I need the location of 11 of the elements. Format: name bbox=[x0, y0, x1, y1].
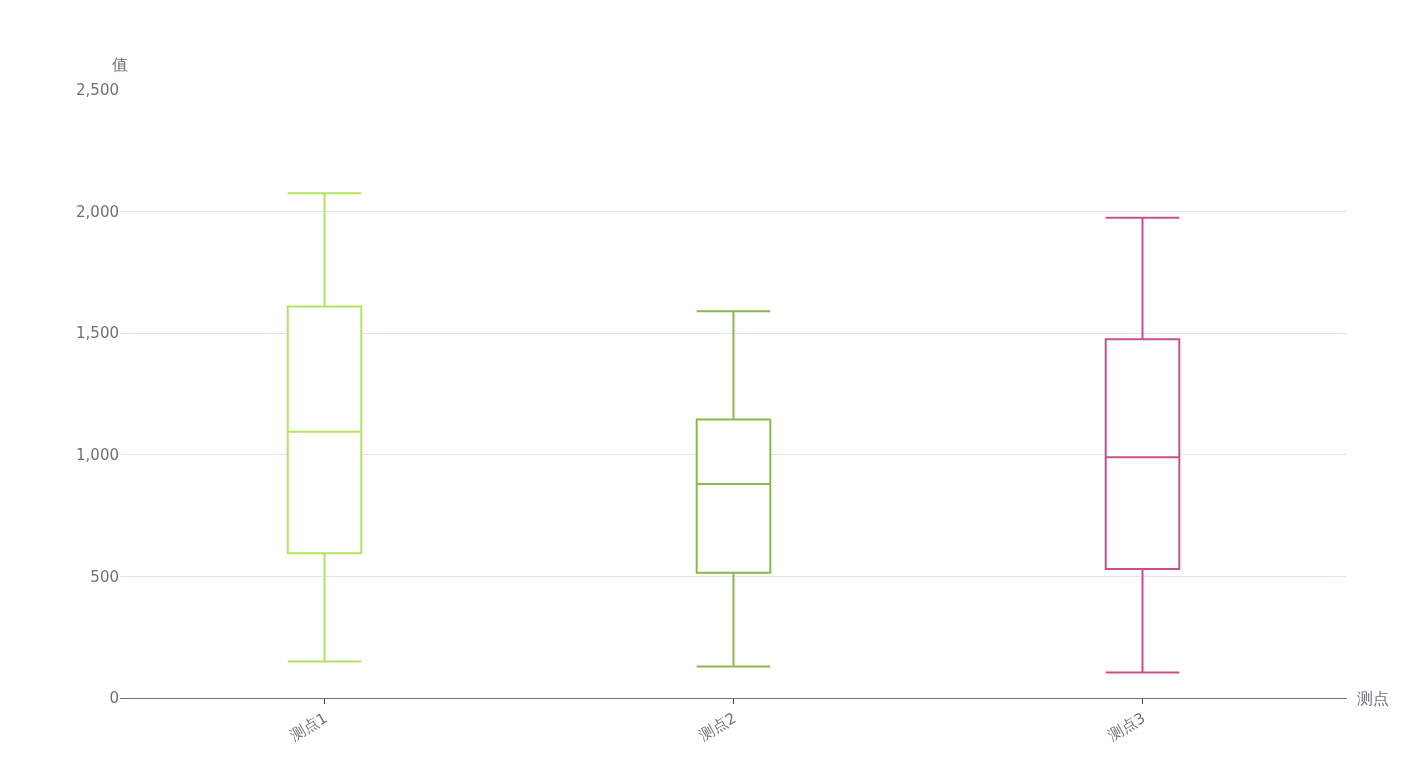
y-tick-label: 2,500 bbox=[76, 81, 119, 100]
y-tick-label: 1,500 bbox=[76, 324, 119, 343]
y-axis-title: 值 bbox=[112, 55, 128, 74]
x-tick-label: 测点2 bbox=[696, 708, 740, 745]
y-tick-label: 2,000 bbox=[76, 202, 119, 221]
x-axis-title: 测点 bbox=[1357, 689, 1389, 708]
x-tick-label: 测点1 bbox=[287, 708, 331, 745]
x-tick-label: 测点3 bbox=[1105, 708, 1149, 745]
y-tick-label: 0 bbox=[109, 689, 119, 708]
y-tick-label: 1,000 bbox=[76, 446, 119, 465]
y-tick-label: 500 bbox=[90, 567, 119, 586]
